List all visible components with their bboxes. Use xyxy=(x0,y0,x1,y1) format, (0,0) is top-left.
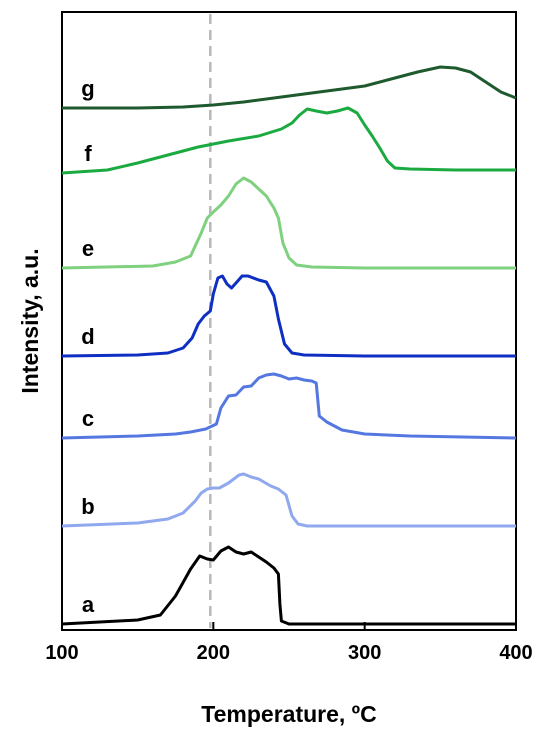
series-line-e xyxy=(61,176,516,270)
y-axis-title: Intensity, a.u. xyxy=(17,248,43,393)
series-label-a: a xyxy=(82,592,95,617)
series-layer xyxy=(61,65,517,626)
series-line-f xyxy=(61,106,516,175)
series-label-b: b xyxy=(81,494,94,519)
series-line-a xyxy=(61,545,516,626)
series-label-c: c xyxy=(82,406,94,431)
series-label-e: e xyxy=(82,236,94,261)
series-label-d: d xyxy=(81,324,94,349)
series-line-b xyxy=(61,472,516,528)
x-tick-label-300: 300 xyxy=(348,642,381,664)
x-axis-title: Temperature, ºC xyxy=(201,701,376,727)
plot-area: a b c d e f g xyxy=(61,11,517,631)
series-line-d xyxy=(61,274,516,358)
series-label-g: g xyxy=(81,76,94,101)
x-tick-label-400: 400 xyxy=(499,642,532,664)
x-tick-label-100: 100 xyxy=(45,642,78,664)
plot-frame xyxy=(61,11,517,631)
series-label-layer: a b c d e f g xyxy=(81,76,95,617)
x-axis-ticks: 100 200 300 400 xyxy=(45,622,533,664)
series-line-c xyxy=(61,372,517,440)
series-label-f: f xyxy=(84,141,92,166)
x-tick-label-200: 200 xyxy=(197,642,230,664)
series-line-g xyxy=(62,65,517,110)
